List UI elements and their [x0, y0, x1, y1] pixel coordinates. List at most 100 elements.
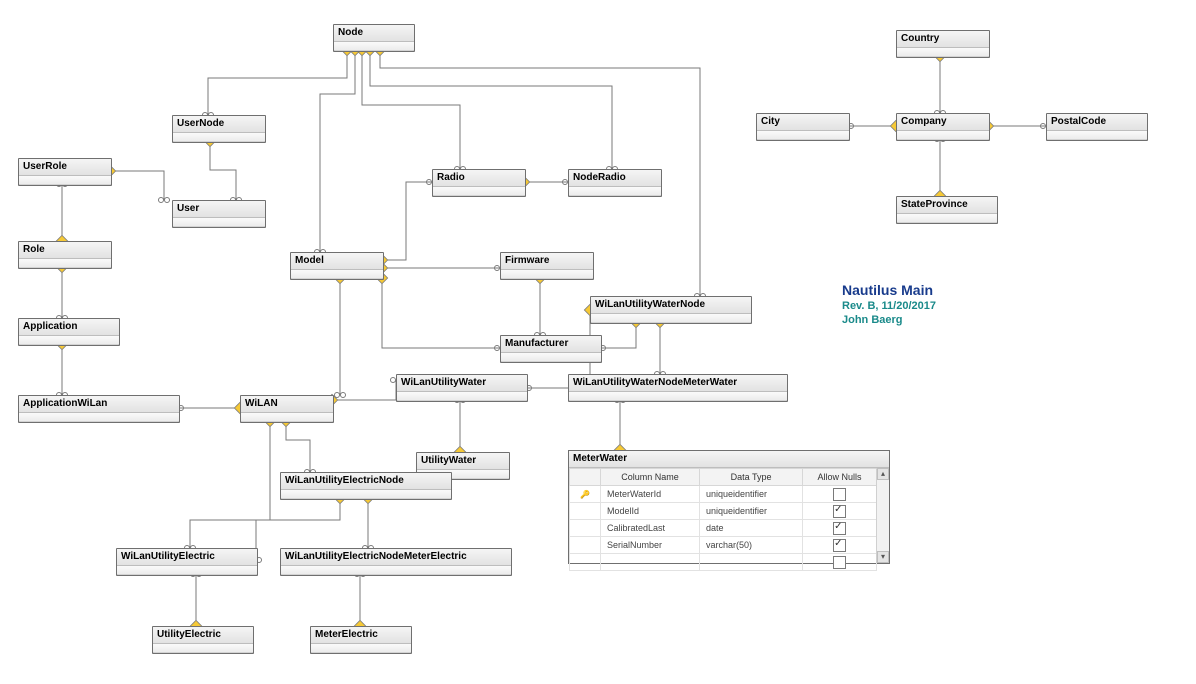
scrollbar[interactable]: ▴▾: [876, 468, 889, 563]
entity-applicationwilan[interactable]: ApplicationWiLan: [18, 395, 180, 423]
col-name: CalibratedLast: [601, 520, 700, 537]
diagram-revision: Rev. B, 11/20/2017: [842, 300, 936, 312]
entity-postalcode[interactable]: PostalCode: [1046, 113, 1148, 141]
entity-body: [19, 413, 179, 421]
entity-body: [334, 42, 414, 50]
entity-body: [569, 392, 787, 400]
checkbox-icon[interactable]: [833, 556, 846, 569]
col-type: uniqueidentifier: [699, 486, 802, 503]
diagram-canvas: NodeUserNodeUserRoleUserRoleModelRadioNo…: [0, 0, 1196, 684]
entity-title: Node: [334, 25, 414, 42]
entity-firmware[interactable]: Firmware: [500, 252, 594, 280]
entity-body: [311, 644, 411, 652]
key-icon: [570, 503, 601, 520]
entity-title: ApplicationWiLan: [19, 396, 179, 413]
entity-title: UtilityWater: [417, 453, 509, 470]
checkbox-icon[interactable]: [833, 488, 846, 501]
entity-meterwater-expanded[interactable]: MeterWaterColumn NameData TypeAllow Null…: [568, 450, 890, 564]
table-row[interactable]: CalibratedLastdate: [570, 520, 877, 537]
entity-user[interactable]: User: [172, 200, 266, 228]
entity-title: MeterWater: [569, 451, 889, 468]
entity-wilanutilitywaternodemeterwater[interactable]: WiLanUtilityWaterNodeMeterWater: [568, 374, 788, 402]
entity-model[interactable]: Model: [290, 252, 384, 280]
entity-radio[interactable]: Radio: [432, 169, 526, 197]
columns-table: Column NameData TypeAllow Nulls🔑MeterWat…: [569, 468, 877, 571]
col-type: [699, 554, 802, 571]
entity-wilanutilityelectricnodemeterelectric[interactable]: WiLanUtilityElectricNodeMeterElectric: [280, 548, 512, 576]
entity-wilanutilitywaternode[interactable]: WiLanUtilityWaterNode: [590, 296, 752, 324]
col-nulls[interactable]: [803, 486, 877, 503]
table-row[interactable]: 🔑MeterWaterIduniqueidentifier: [570, 486, 877, 503]
col-nulls[interactable]: [803, 503, 877, 520]
entity-node[interactable]: Node: [333, 24, 415, 52]
entity-title: User: [173, 201, 265, 218]
entity-company[interactable]: Company: [896, 113, 990, 141]
scroll-up-icon[interactable]: ▴: [877, 468, 889, 480]
col-name: SerialNumber: [601, 537, 700, 554]
entity-body: [117, 566, 257, 574]
entity-title: WiLanUtilityElectricNodeMeterElectric: [281, 549, 511, 566]
entity-body: [757, 131, 849, 139]
entity-title: Manufacturer: [501, 336, 601, 353]
table-row[interactable]: SerialNumbervarchar(50): [570, 537, 877, 554]
key-icon: [570, 537, 601, 554]
entity-meterelectric[interactable]: MeterElectric: [310, 626, 412, 654]
col-nulls[interactable]: [803, 520, 877, 537]
entity-body: [897, 48, 989, 56]
entity-noderadio[interactable]: NodeRadio: [568, 169, 662, 197]
entity-body: [173, 218, 265, 226]
entity-manufacturer[interactable]: Manufacturer: [500, 335, 602, 363]
entity-wilanutilitywater[interactable]: WiLanUtilityWater: [396, 374, 528, 402]
entity-title: PostalCode: [1047, 114, 1147, 131]
entity-title: Radio: [433, 170, 525, 187]
diagram-author: John Baerg: [842, 314, 936, 326]
table-row[interactable]: ModelIduniqueidentifier: [570, 503, 877, 520]
entity-userrole[interactable]: UserRole: [18, 158, 112, 186]
entity-title: WiLanUtilityWater: [397, 375, 527, 392]
entity-title: MeterElectric: [311, 627, 411, 644]
table-row[interactable]: [570, 554, 877, 571]
entity-application[interactable]: Application: [18, 318, 120, 346]
col-type: date: [699, 520, 802, 537]
entity-city[interactable]: City: [756, 113, 850, 141]
col-name: ModelId: [601, 503, 700, 520]
entity-title: WiLAN: [241, 396, 333, 413]
checkbox-icon[interactable]: [833, 522, 846, 535]
entity-title: Model: [291, 253, 383, 270]
entity-body: [897, 214, 997, 222]
scroll-down-icon[interactable]: ▾: [877, 551, 889, 563]
entity-title: WiLanUtilityWaterNode: [591, 297, 751, 314]
col-type: varchar(50): [699, 537, 802, 554]
checkbox-icon[interactable]: [833, 539, 846, 552]
col-name: MeterWaterId: [601, 486, 700, 503]
entity-body: [501, 353, 601, 361]
entity-title: WiLanUtilityElectric: [117, 549, 257, 566]
diagram-title: Nautilus Main: [842, 282, 936, 298]
entity-wilan[interactable]: WiLAN: [240, 395, 334, 423]
entity-wilanutilityelectricnode[interactable]: WiLanUtilityElectricNode: [280, 472, 452, 500]
col-nulls[interactable]: [803, 537, 877, 554]
entity-usernode[interactable]: UserNode: [172, 115, 266, 143]
entity-body: [591, 314, 751, 322]
entity-body: [19, 176, 111, 184]
entity-body: [19, 336, 119, 344]
entity-title: WiLanUtilityWaterNodeMeterWater: [569, 375, 787, 392]
col-name: [601, 554, 700, 571]
entity-utilityelectric[interactable]: UtilityElectric: [152, 626, 254, 654]
entity-wilanutilityelectric[interactable]: WiLanUtilityElectric: [116, 548, 258, 576]
col-nulls[interactable]: [803, 554, 877, 571]
entity-body: [241, 413, 333, 421]
entity-title: WiLanUtilityElectricNode: [281, 473, 451, 490]
entity-title: Role: [19, 242, 111, 259]
entity-title: Application: [19, 319, 119, 336]
entity-body: [19, 259, 111, 267]
checkbox-icon[interactable]: [833, 505, 846, 518]
entity-stateprovince[interactable]: StateProvince: [896, 196, 998, 224]
entity-body: [281, 490, 451, 498]
entity-title: UserRole: [19, 159, 111, 176]
entity-country[interactable]: Country: [896, 30, 990, 58]
entity-body: [397, 392, 527, 400]
entity-body: [433, 187, 525, 195]
diagram-title-block: Nautilus Main Rev. B, 11/20/2017 John Baer…: [842, 282, 936, 326]
entity-role[interactable]: Role: [18, 241, 112, 269]
